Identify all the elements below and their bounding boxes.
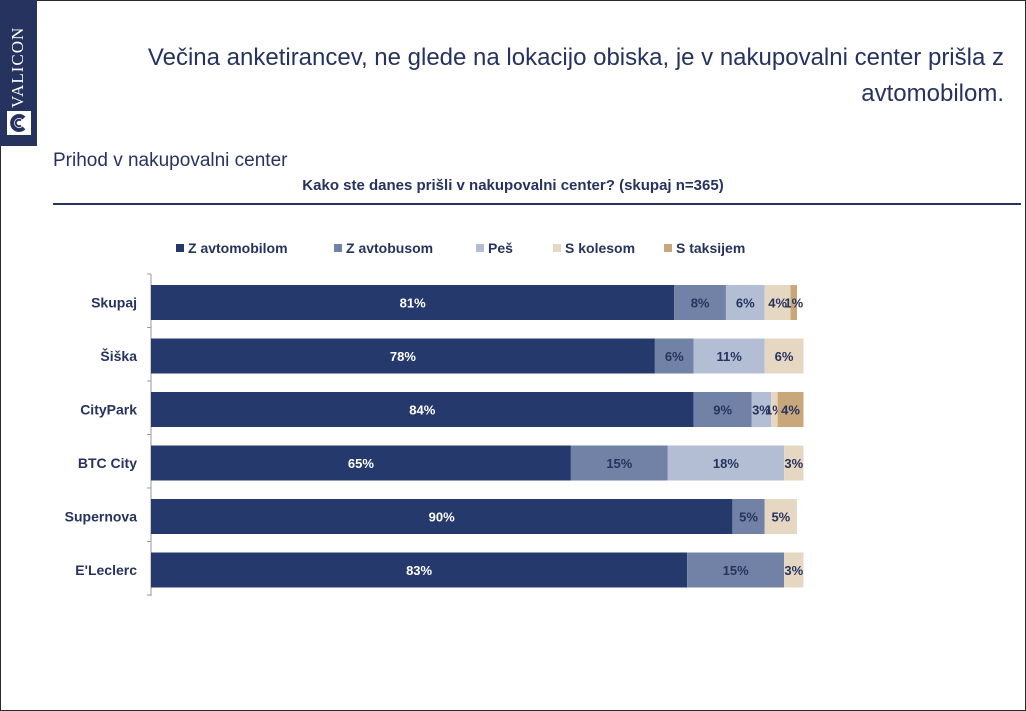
data-label: 9% bbox=[713, 403, 732, 418]
bar-segment bbox=[151, 445, 571, 481]
bar-segment bbox=[667, 445, 785, 481]
slide-title: Večina anketirancev, ne glede na lokacij… bbox=[147, 44, 1004, 107]
bar-segment bbox=[151, 552, 688, 588]
data-label: 18% bbox=[713, 456, 739, 471]
bar-segment bbox=[784, 552, 804, 588]
data-label: 4% bbox=[781, 403, 800, 418]
bar-segment bbox=[693, 392, 752, 427]
valicon-logo-icon bbox=[7, 111, 31, 135]
title-divider bbox=[53, 203, 1021, 205]
bar-segment bbox=[725, 285, 765, 320]
data-label: 3% bbox=[784, 456, 803, 471]
bar-segment bbox=[784, 445, 804, 481]
bar-segment bbox=[151, 499, 733, 534]
brand-sidebar: VALICON bbox=[0, 0, 37, 146]
category-label: Šiška bbox=[100, 347, 137, 364]
bar-segment bbox=[570, 445, 668, 481]
data-label: 90% bbox=[429, 510, 455, 525]
category-label: Skupaj bbox=[91, 295, 137, 311]
category-label: Supernova bbox=[65, 509, 138, 525]
legend-label: S kolesom bbox=[565, 240, 636, 256]
bar-segment bbox=[732, 499, 765, 534]
bar-segment bbox=[771, 392, 778, 427]
legend-swatch bbox=[553, 244, 561, 252]
legend-swatch bbox=[176, 244, 184, 252]
bar-segment bbox=[764, 285, 791, 320]
legend-label: Z avtobusom bbox=[346, 240, 434, 256]
data-label: 78% bbox=[390, 349, 416, 364]
category-label: CityPark bbox=[80, 402, 137, 418]
bar-segment bbox=[151, 285, 675, 320]
data-label: 6% bbox=[736, 296, 755, 311]
data-label: 81% bbox=[400, 296, 426, 311]
data-label: 65% bbox=[348, 456, 374, 471]
bar-segment bbox=[751, 392, 772, 427]
category-label: BTC City bbox=[78, 455, 137, 471]
category-label: E'Leclerc bbox=[75, 562, 137, 578]
legend-swatch bbox=[334, 244, 342, 252]
legend-item: S taksijem bbox=[664, 240, 745, 256]
bar-segment bbox=[764, 499, 797, 534]
bar-segment bbox=[151, 338, 655, 374]
bar-segment bbox=[151, 392, 694, 427]
bar-segment bbox=[777, 392, 804, 427]
bar-segment bbox=[790, 285, 797, 320]
legend-label: Z avtomobilom bbox=[188, 240, 288, 256]
data-label: 6% bbox=[665, 349, 684, 364]
slide-subtitle: Prihod v nakupovalni center bbox=[53, 150, 288, 171]
legend-label: Peš bbox=[488, 240, 513, 256]
data-label: 6% bbox=[775, 349, 794, 364]
bar-segment bbox=[674, 285, 726, 320]
data-label: 4% bbox=[768, 296, 787, 311]
data-label: 84% bbox=[409, 403, 435, 418]
data-label: 5% bbox=[739, 510, 758, 525]
data-label: 15% bbox=[606, 456, 632, 471]
legend-swatch bbox=[664, 244, 672, 252]
data-label: 3% bbox=[784, 563, 803, 578]
bar-segment bbox=[693, 338, 765, 374]
legend-swatch bbox=[476, 244, 484, 252]
data-label: 11% bbox=[717, 349, 743, 364]
legend-item: Z avtobusom bbox=[334, 240, 433, 256]
legend-label: S taksijem bbox=[676, 240, 746, 256]
legend-item: Z avtomobilom bbox=[176, 240, 288, 256]
data-label: 1% bbox=[784, 296, 803, 311]
bar-segment bbox=[764, 338, 804, 374]
legend-item: Peš bbox=[476, 240, 513, 256]
legend-item: S kolesom bbox=[553, 240, 635, 256]
chart-title: Kako ste danes prišli v nakupovalni cent… bbox=[302, 177, 724, 194]
bar-segment bbox=[687, 552, 785, 588]
bar-segment bbox=[654, 338, 694, 374]
data-label: 3% bbox=[752, 403, 771, 418]
data-label: 15% bbox=[723, 563, 749, 578]
data-label: 5% bbox=[771, 510, 790, 525]
data-label: 8% bbox=[691, 296, 710, 311]
data-label: 83% bbox=[406, 563, 432, 578]
